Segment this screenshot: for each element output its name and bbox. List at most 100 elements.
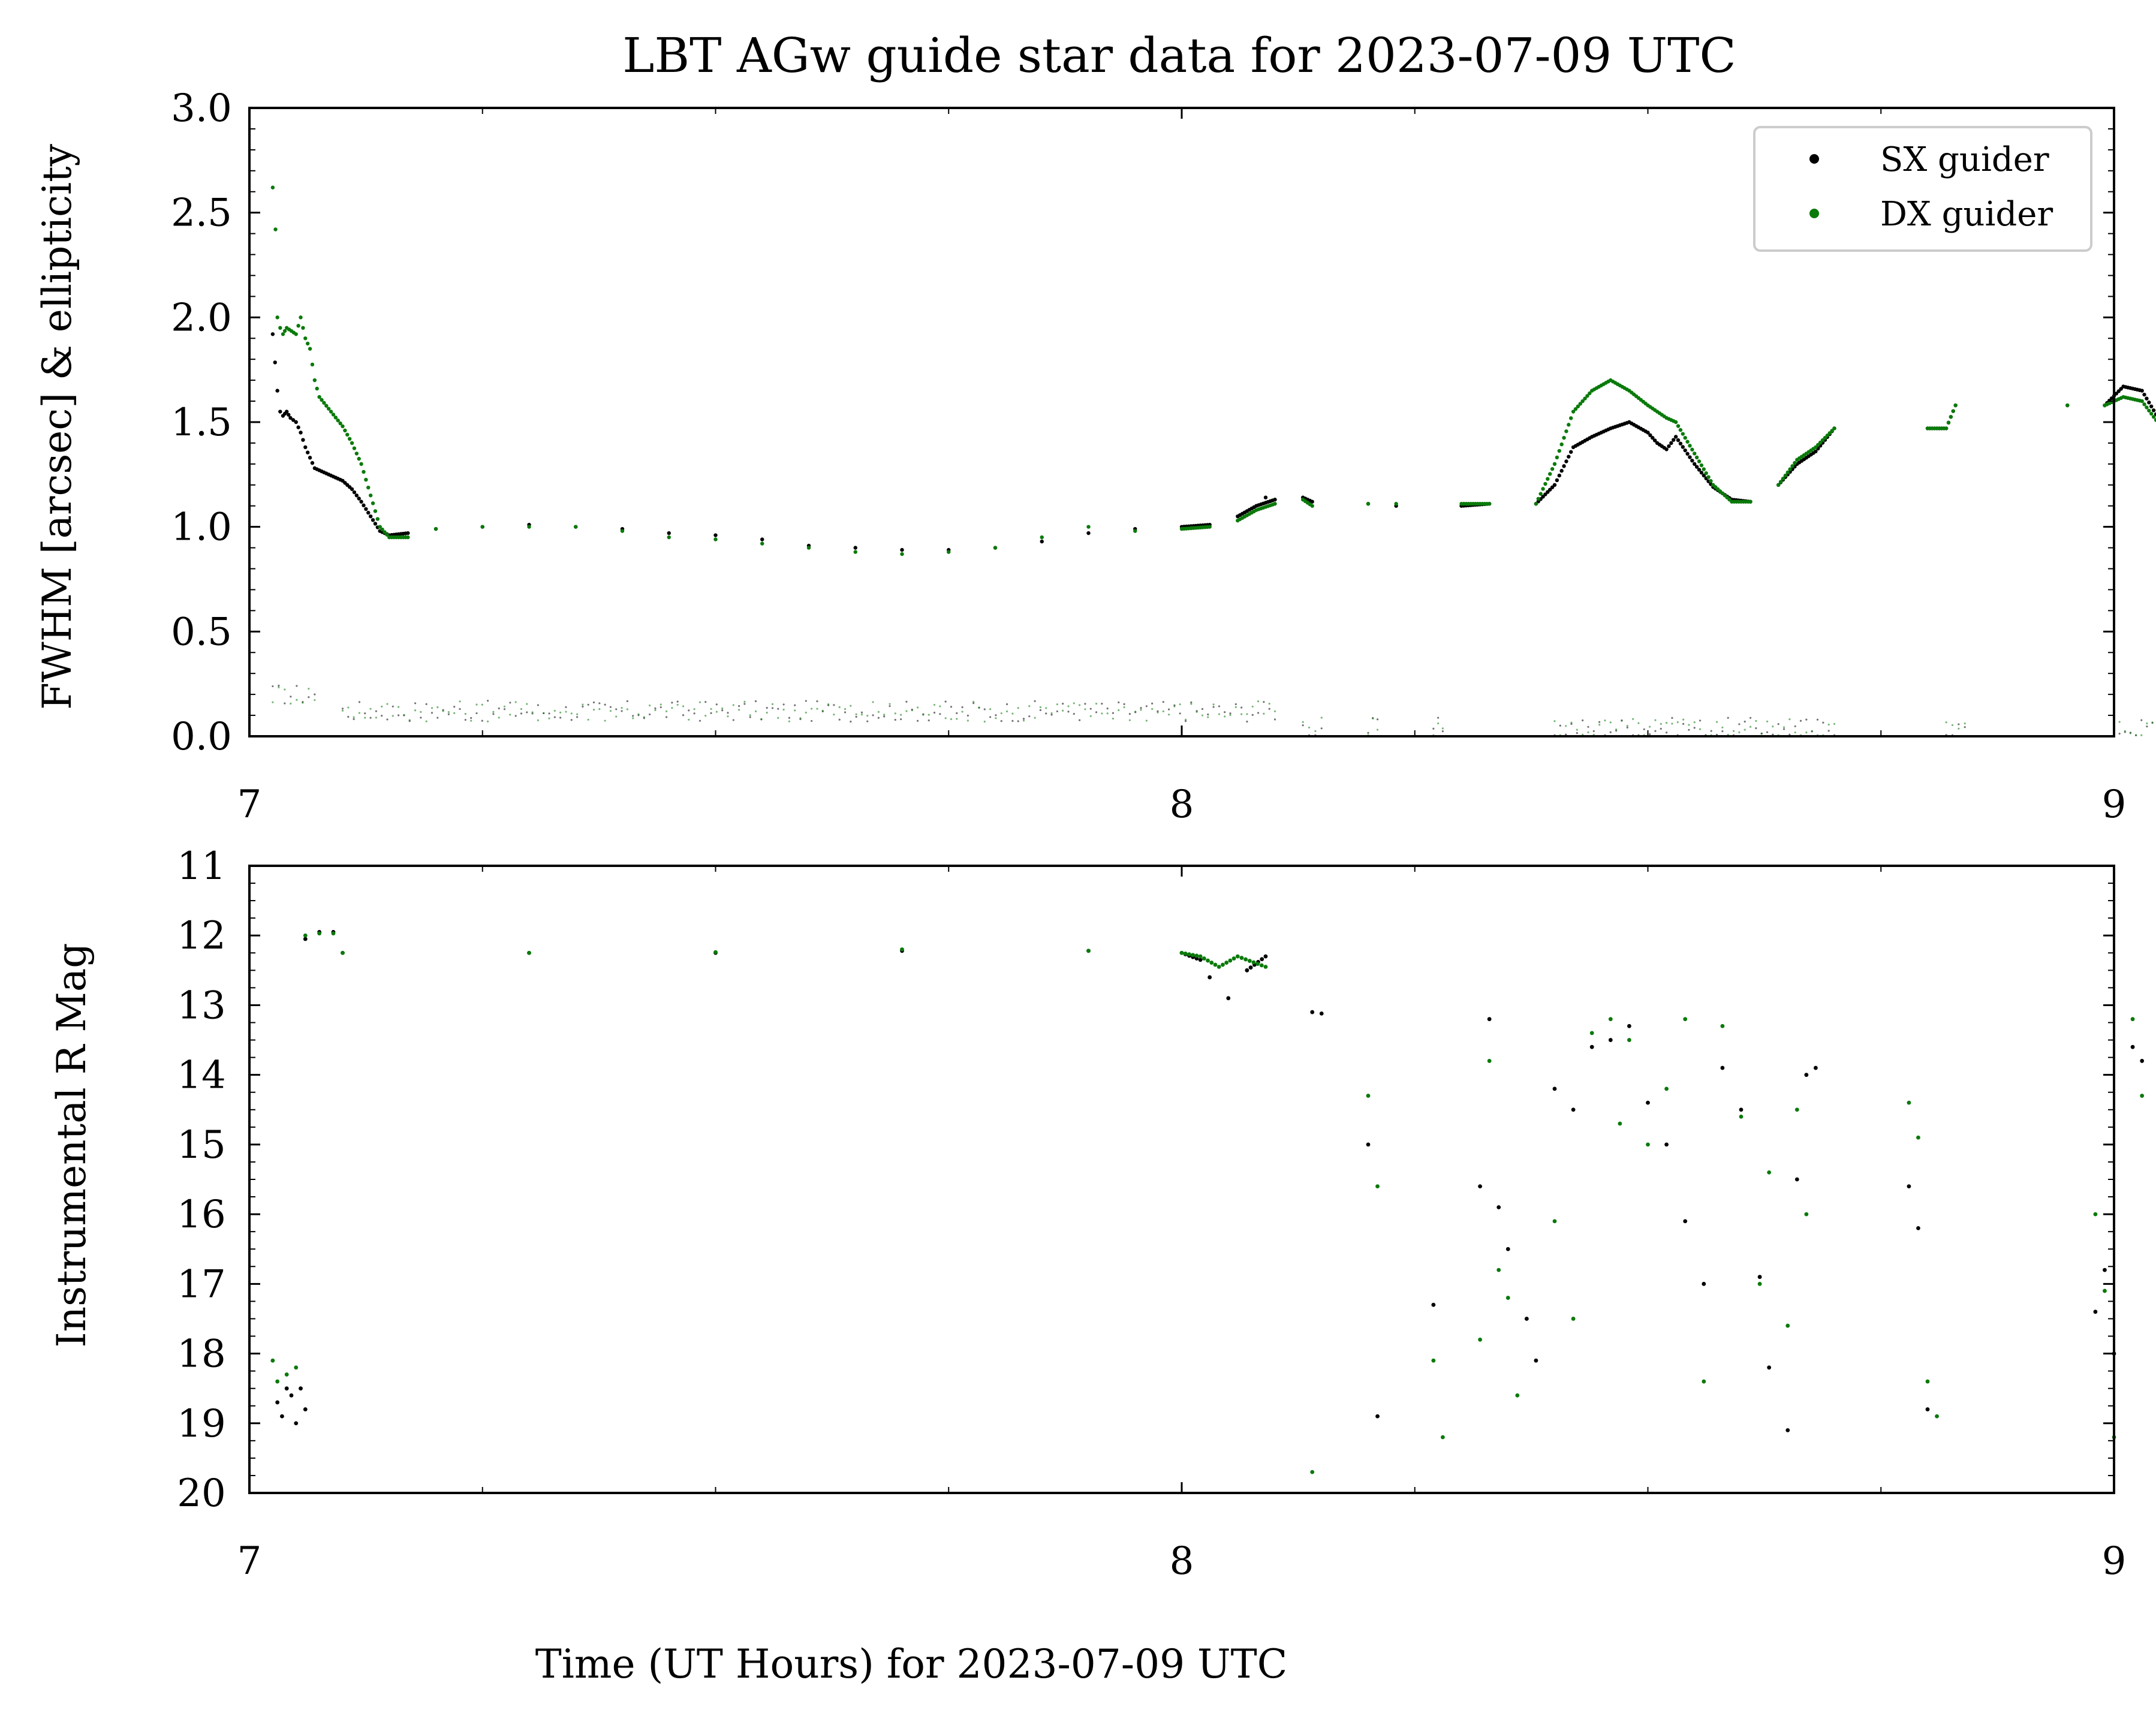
- mag-point-dx: [1683, 1017, 1688, 1022]
- fwhm-point-dx: [1576, 404, 1580, 408]
- ellipticity-point-dx: [1218, 713, 1220, 715]
- fwhm-point-sx: [1699, 471, 1704, 475]
- ellipticity-point-sx: [900, 718, 902, 721]
- ellipticity-point-dx: [1945, 721, 1947, 724]
- mag-point-dx: [275, 1379, 280, 1384]
- ellipticity-point-dx: [939, 705, 941, 708]
- mag-point-dx: [1213, 962, 1218, 967]
- ellipticity-point-dx: [794, 709, 796, 712]
- magnitude-panel: Instrumental R Mag 7 8 9 11 12 13 14 15 16 17 18 19…: [49, 844, 2145, 1583]
- ellipticity-point-sx: [1367, 731, 1369, 734]
- ellipticity-point-dx: [1308, 726, 1311, 729]
- ellipticity-point-dx: [1688, 724, 1690, 726]
- mag-point-dx: [1627, 1038, 1631, 1042]
- fwhm-point-dx: [1585, 394, 1589, 398]
- mag-point-dx: [341, 950, 345, 955]
- top-y-tick-label: 1.5: [171, 401, 232, 445]
- ellipticity-point-sx: [1184, 720, 1187, 722]
- fwhm-point-sx: [1040, 539, 1044, 544]
- ellipticity-point-sx: [866, 720, 869, 722]
- mag-point-sx: [1496, 1205, 1501, 1209]
- ellipticity-point-dx: [1811, 730, 1813, 732]
- ellipticity-point-sx: [704, 701, 707, 703]
- ellipticity-point-sx: [894, 718, 896, 721]
- fwhm-point-dx: [1133, 529, 1137, 533]
- fwhm-point-dx: [1571, 410, 1576, 414]
- ellipticity-point-sx: [347, 715, 350, 718]
- ellipticity-point-sx: [1022, 718, 1025, 720]
- ellipticity-point-sx: [1654, 730, 1657, 732]
- ellipticity-point-sx: [1755, 727, 1757, 730]
- ellipticity-point-dx: [414, 709, 417, 712]
- ellipticity-point-dx: [1101, 712, 1103, 715]
- fwhm-point-dx: [1541, 487, 1545, 491]
- ellipticity-point-dx: [526, 703, 528, 705]
- ellipticity-point-dx: [1268, 703, 1270, 705]
- fwhm-point-sx: [373, 522, 378, 526]
- ellipticity-point-dx: [1964, 722, 1966, 725]
- ellipticity-point-sx: [1649, 733, 1651, 736]
- ellipticity-point-dx: [1128, 719, 1131, 721]
- fwhm-point-sx: [364, 507, 368, 511]
- mag-point-sx: [2103, 1268, 2107, 1272]
- ellipticity-point-dx: [643, 716, 645, 718]
- ellipticity-point-sx: [872, 714, 874, 717]
- fwhm-point-sx: [1273, 498, 1277, 502]
- ellipticity-point-sx: [1666, 731, 1668, 734]
- fwhm-point-dx: [373, 509, 378, 513]
- mag-point-dx: [1739, 1115, 1744, 1119]
- ellipticity-point-dx: [654, 709, 657, 712]
- fwhm-point-sx: [2145, 396, 2149, 401]
- ellipticity-point-dx: [1273, 710, 1276, 712]
- fwhm-point-dx: [1702, 467, 1706, 471]
- ellipticity-point-dx: [425, 720, 427, 722]
- fwhm-point-dx: [312, 378, 317, 383]
- ellipticity-point-sx: [314, 693, 316, 696]
- ellipticity-point-sx: [727, 712, 729, 714]
- fwhm-point-dx: [317, 395, 321, 399]
- fwhm-point-dx: [1543, 481, 1547, 486]
- ellipticity-point-sx: [1964, 726, 1966, 728]
- fwhm-point-dx: [375, 517, 380, 521]
- fwhm-point-dx: [380, 527, 384, 532]
- fwhm-point-sx: [2116, 389, 2121, 393]
- mag-point-dx: [1183, 952, 1188, 956]
- ellipticity-point-dx: [436, 706, 439, 709]
- ellipticity-point-dx: [805, 711, 807, 714]
- ellipticity-point-sx: [464, 718, 466, 721]
- fwhm-point-dx: [713, 537, 718, 541]
- bottom-y-tick-label: 16: [177, 1193, 225, 1237]
- ellipticity-point-dx: [537, 719, 539, 722]
- fwhm-point-dx: [760, 541, 764, 546]
- fwhm-point-sx: [1569, 450, 1573, 454]
- fwhm-point-dx: [1781, 477, 1785, 481]
- ellipticity-point-sx: [671, 702, 673, 704]
- mag-point-sx: [1720, 1065, 1725, 1070]
- ellipticity-point-sx: [1005, 703, 1008, 706]
- fwhm-point-sx: [288, 416, 293, 420]
- fwhm-point-dx: [2154, 418, 2156, 422]
- mag-point-dx: [1310, 1470, 1315, 1474]
- ellipticity-point-sx: [353, 718, 355, 720]
- ellipticity-point-dx: [308, 688, 310, 690]
- ellipticity-point-dx: [1772, 725, 1774, 728]
- fwhm-point-sx: [760, 537, 764, 541]
- fwhm-point-sx: [667, 531, 671, 535]
- ellipticity-point-sx: [1688, 728, 1690, 731]
- ellipticity-point-dx: [1173, 705, 1176, 708]
- fwhm-point-sx: [1567, 454, 1571, 459]
- ellipticity-point-dx: [2140, 734, 2143, 736]
- ellipticity-point-dx: [520, 708, 523, 711]
- fwhm-point-sx: [273, 360, 277, 365]
- ellipticity-point-dx: [565, 711, 567, 713]
- ellipticity-point-dx: [1118, 709, 1120, 712]
- fwhm-point-sx: [354, 493, 359, 498]
- ellipticity-point-dx: [1106, 712, 1109, 715]
- ellipticity-point-dx: [632, 717, 634, 719]
- mag-point-sx: [2130, 1044, 2135, 1049]
- ellipticity-point-dx: [944, 717, 947, 719]
- ellipticity-point-sx: [570, 719, 573, 721]
- fwhm-point-dx: [354, 451, 359, 456]
- ellipticity-point-sx: [1699, 719, 1702, 722]
- fwhm-point-dx: [1776, 483, 1781, 487]
